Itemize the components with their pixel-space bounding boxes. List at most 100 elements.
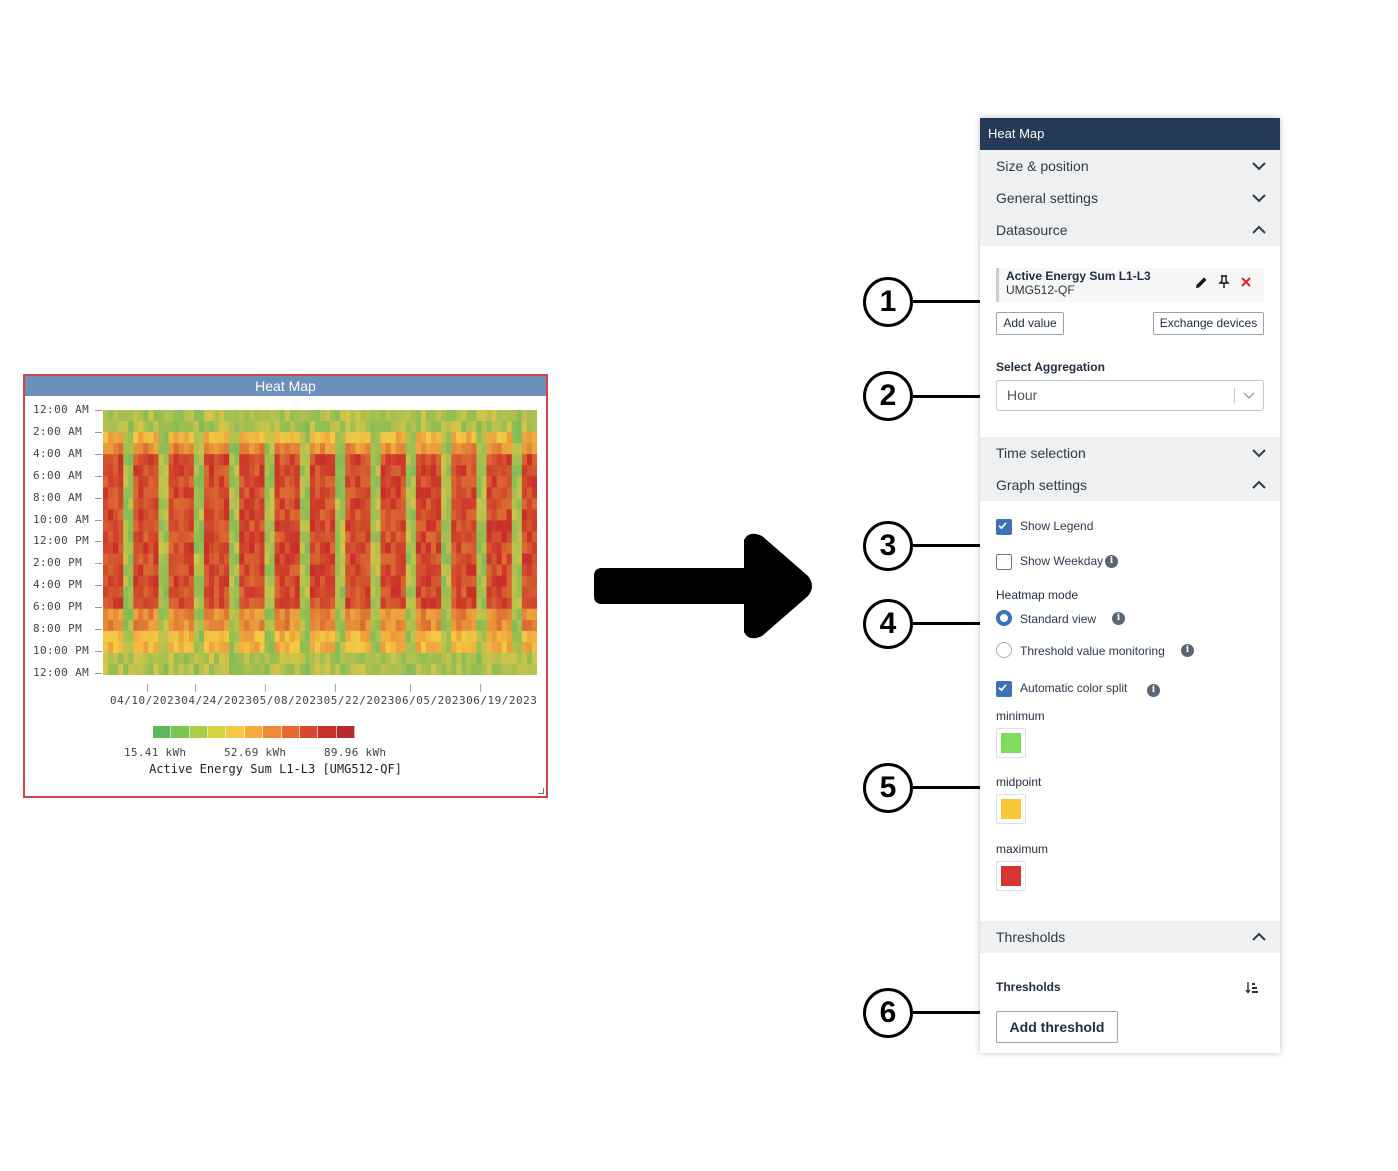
heatmap-cell	[330, 575, 336, 588]
heatmap-cell	[355, 586, 361, 599]
y-tick-label: 10:00 PM	[33, 643, 90, 657]
heatmap-cell	[501, 443, 508, 455]
aggregation-select[interactable]: Hour	[996, 380, 1264, 411]
heatmap-cell	[178, 575, 185, 588]
maximum-color-picker[interactable]	[996, 861, 1026, 891]
heatmap-cell	[355, 542, 361, 554]
heatmap-cell	[118, 465, 124, 477]
heatmap-cell	[284, 564, 291, 577]
heatmap-cell	[158, 564, 164, 577]
heatmap-cell	[330, 531, 336, 543]
heatmap-cell	[148, 487, 154, 499]
heatmap-cell	[123, 553, 129, 565]
heatmap-cell	[335, 619, 341, 632]
heatmap-cell	[471, 553, 477, 565]
section-general-settings[interactable]: General settings	[980, 182, 1280, 214]
heatmap-cell	[239, 553, 245, 565]
standard-view-radio[interactable]	[996, 610, 1012, 626]
heatmap-cell	[506, 531, 513, 543]
heatmap-cell	[168, 531, 175, 543]
heatmap-cell	[471, 663, 477, 675]
heatmap-cell	[400, 509, 407, 521]
heatmap-cell	[279, 630, 286, 643]
legend-title: Active Energy Sum L1-L3 [UMG512-QF]	[149, 762, 402, 776]
heatmap-cell	[148, 443, 154, 455]
section-datasource[interactable]: Datasource	[980, 214, 1280, 246]
heatmap-cell	[370, 663, 376, 675]
datasource-item[interactable]: Active Energy Sum L1-L3 UMG512-QF	[996, 268, 1264, 302]
heatmap-cell	[486, 553, 492, 565]
midpoint-color-picker[interactable]	[996, 794, 1026, 824]
add-value-button[interactable]: Add value	[996, 312, 1064, 335]
heatmap-cell	[254, 487, 260, 499]
show-weekday-checkbox[interactable]	[996, 554, 1012, 570]
heatmap-cell	[481, 498, 487, 510]
info-icon[interactable]: i	[1112, 612, 1125, 625]
heatmap-cell	[400, 531, 407, 543]
pencil-icon[interactable]	[1195, 276, 1208, 289]
close-icon[interactable]	[1241, 277, 1251, 287]
heatmap-widget[interactable]: Heat Map 12:00 AM 2:00 AM 4:00 AM 6:00 AM 8:…	[23, 374, 548, 798]
minimum-color-picker[interactable]	[996, 728, 1026, 758]
heatmap-cell	[128, 575, 134, 588]
info-icon[interactable]: i	[1181, 644, 1194, 657]
heatmap-cell	[269, 641, 275, 654]
heatmap-cell	[203, 454, 210, 466]
heatmap-cell	[471, 542, 477, 554]
heatmap-cell	[350, 487, 356, 499]
threshold-monitoring-radio[interactable]	[996, 642, 1012, 658]
heatmap-cell	[219, 465, 225, 477]
heatmap-cell	[103, 498, 109, 510]
heatmap-cell	[481, 443, 487, 455]
heatmap-cell	[269, 432, 275, 444]
heatmap-cell	[375, 454, 381, 466]
heatmap-cell	[249, 498, 255, 510]
heatmap-cell	[320, 597, 326, 610]
info-icon[interactable]: i	[1147, 684, 1160, 697]
resize-handle[interactable]	[538, 788, 544, 794]
pin-icon[interactable]	[1218, 275, 1230, 289]
heatmap-cell	[355, 630, 361, 643]
section-size-position[interactable]: Size & position	[980, 150, 1280, 182]
heatmap-cell	[229, 443, 235, 455]
heatmap-cell	[385, 630, 392, 643]
heatmap-cell	[370, 509, 376, 521]
heatmap-cell	[178, 597, 185, 610]
heatmap-cell	[203, 663, 210, 675]
heatmap-cell	[511, 410, 518, 422]
heatmap-cell	[325, 575, 331, 588]
add-threshold-button[interactable]: Add threshold	[996, 1011, 1118, 1043]
heatmap-cell	[511, 476, 518, 488]
show-legend-checkbox[interactable]	[996, 519, 1012, 535]
heatmap-cell	[234, 619, 240, 632]
auto-color-split-checkbox[interactable]	[996, 681, 1012, 697]
check-icon	[998, 522, 1007, 530]
y-tick	[95, 629, 102, 630]
info-icon[interactable]: i	[1105, 555, 1118, 568]
heatmap-cell	[214, 663, 220, 675]
heatmap-cell	[405, 619, 412, 632]
heatmap-cell	[214, 553, 220, 565]
section-time-selection[interactable]: Time selection	[980, 437, 1280, 469]
section-thresholds[interactable]: Thresholds	[980, 921, 1280, 953]
heatmap-cell	[506, 641, 513, 654]
heatmap-cell	[340, 520, 346, 532]
heatmap-cell	[425, 630, 432, 643]
heatmap-cell	[491, 575, 498, 588]
aggregation-label: Select Aggregation	[996, 360, 1105, 374]
heatmap-cell	[355, 443, 361, 455]
heatmap-cell	[178, 641, 185, 654]
heatmap-cell	[511, 663, 518, 675]
sort-icon[interactable]	[1245, 981, 1259, 994]
heatmap-cell	[501, 564, 508, 577]
exchange-devices-button[interactable]: Exchange devices	[1153, 312, 1264, 335]
heatmap-cell	[350, 630, 356, 643]
heatmap-cell	[431, 465, 437, 477]
heatmap-cell	[516, 553, 523, 565]
heatmap-cell	[335, 652, 341, 665]
heatmap-cell	[128, 432, 134, 444]
section-graph-settings[interactable]: Graph settings	[980, 469, 1280, 501]
heatmap-cell	[108, 432, 114, 444]
heatmap-cell	[113, 531, 119, 543]
heatmap-cell	[294, 476, 301, 488]
